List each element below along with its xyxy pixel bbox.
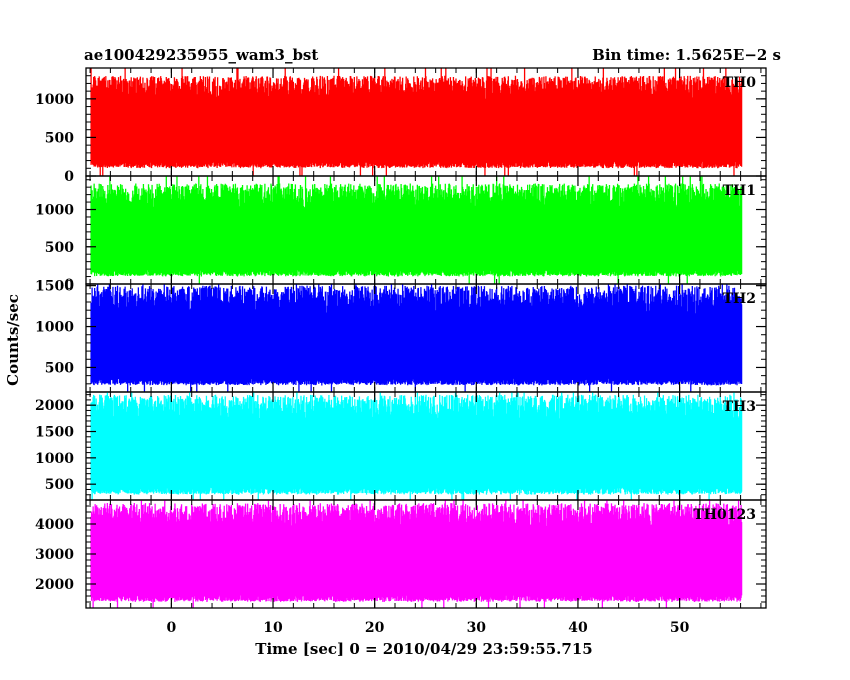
y-tick-label: 2000 bbox=[35, 398, 74, 414]
chart-title-left: ae100429235955_wam3_bst bbox=[84, 46, 318, 64]
panel-th3: 500 1000 1500 2000 TH3 bbox=[35, 391, 767, 501]
x-tick-label: 30 bbox=[467, 620, 487, 636]
x-axis-label: Time [sec] 0 = 2010/04/29 23:59:55.715 bbox=[255, 640, 592, 658]
y-tick-label: 1500 bbox=[35, 425, 74, 441]
series-line-th3 bbox=[90, 392, 743, 500]
panel-label-th2: TH2 bbox=[723, 291, 756, 307]
panel-label-th3: TH3 bbox=[723, 399, 756, 415]
y-tick-label: 2000 bbox=[35, 577, 74, 593]
y-tick-label: 1000 bbox=[35, 320, 74, 336]
y-tick-label: 500 bbox=[45, 360, 74, 376]
x-tick-label: 20 bbox=[365, 620, 385, 636]
y-tick-label: 4000 bbox=[35, 517, 74, 533]
y-tick-label: 500 bbox=[45, 130, 74, 146]
y-tick-label: 1500 bbox=[35, 279, 74, 295]
y-tick-label: 1000 bbox=[35, 92, 74, 108]
panel-label-th0: TH0 bbox=[723, 75, 757, 91]
y-tick-label: 500 bbox=[45, 477, 74, 493]
x-tick-label: 10 bbox=[263, 620, 283, 636]
y-tick-label: 3000 bbox=[35, 547, 74, 563]
panels-group: 05001000TH005001000TH150010001500TH25001… bbox=[35, 67, 767, 636]
panel-label-th0123: TH0123 bbox=[693, 507, 756, 523]
chart-title-right: Bin time: 1.5625E−2 s bbox=[592, 46, 781, 64]
series-line-th0 bbox=[90, 68, 743, 176]
panel-th0: 0 500 1000 TH0 bbox=[35, 67, 767, 185]
y-tick-label: 1000 bbox=[35, 451, 74, 467]
series-line-th2 bbox=[90, 284, 743, 392]
series-line-th0123 bbox=[90, 500, 743, 608]
panel-th2: 500 1000 1500 TH2 bbox=[35, 279, 767, 393]
panel-label-th1: TH1 bbox=[723, 183, 756, 199]
x-tick-label: 40 bbox=[568, 620, 588, 636]
y-axis-label: Counts/sec bbox=[4, 294, 22, 386]
series-line-th1 bbox=[90, 176, 743, 284]
x-tick-label: 50 bbox=[670, 620, 690, 636]
y-tick-label: 1000 bbox=[35, 203, 74, 219]
y-tick-label: 500 bbox=[45, 240, 74, 256]
y-tick-label: 0 bbox=[64, 277, 74, 293]
panel-th1: 0 500 1000 TH1 bbox=[35, 175, 767, 293]
y-tick-label: 0 bbox=[64, 169, 74, 185]
panel-th0123: 2000 3000 4000 TH0123 bbox=[35, 499, 767, 609]
x-tick-label: 0 bbox=[167, 620, 177, 636]
